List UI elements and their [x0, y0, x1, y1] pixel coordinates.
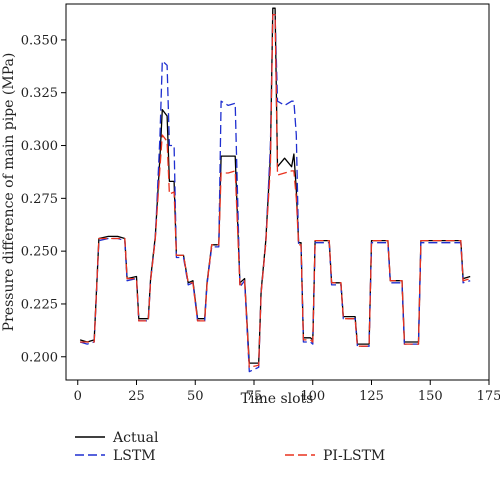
legend-label: LSTM — [113, 448, 156, 464]
y-tick-label: 0.200 — [21, 350, 58, 365]
series-line-pi-lstm — [80, 13, 471, 368]
y-axis-title: Pressure difference of main pipe (MPa) — [1, 53, 17, 332]
y-tick-label: 0.350 — [21, 33, 58, 48]
x-tick-label: 175 — [477, 389, 500, 404]
y-axis-ticks: 0.200 0.225 0.250 0.275 0.300 0.325 0.350 — [21, 33, 66, 365]
x-tick-label: 125 — [359, 389, 384, 404]
y-tick-label: 0.300 — [21, 139, 58, 154]
x-tick-label: 100 — [300, 389, 325, 404]
legend-label: PI-LSTM — [323, 448, 385, 464]
legend-label: Actual — [112, 430, 159, 446]
x-axis-ticks: 0 25 50 75 100 125 150 175 — [74, 380, 500, 404]
x-tick-label: 0 — [74, 389, 82, 404]
y-tick-label: 0.250 — [21, 245, 58, 260]
y-tick-label: 0.225 — [21, 297, 58, 312]
x-axis-title: Time slots — [241, 391, 314, 407]
y-tick-label: 0.325 — [21, 86, 58, 101]
x-tick-label: 75 — [246, 389, 263, 404]
legend: Actual LSTM PI-LSTM — [75, 430, 385, 464]
x-tick-label: 25 — [128, 389, 145, 404]
plot-area-frame — [65, 3, 490, 381]
y-tick-label: 0.275 — [21, 192, 58, 207]
x-tick-label: 150 — [418, 389, 443, 404]
x-tick-label: 50 — [187, 389, 204, 404]
series-layer — [79, 7, 471, 373]
